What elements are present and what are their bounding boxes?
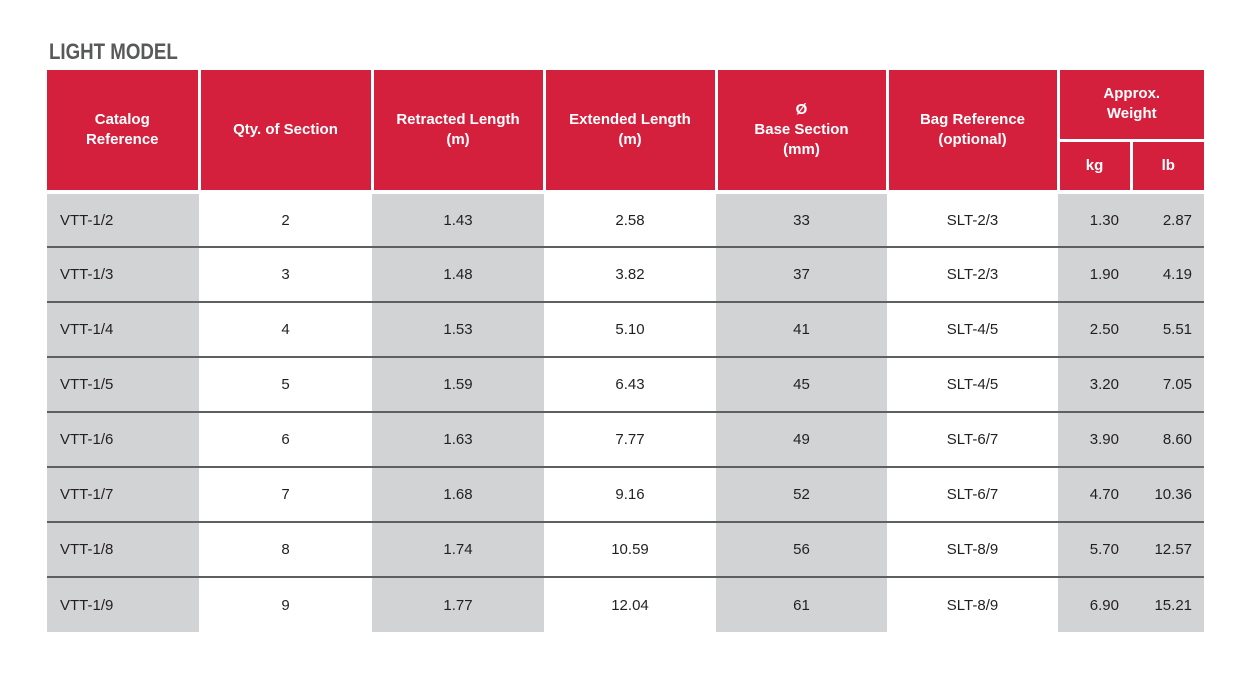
cell-bag-reference: SLT-4/5	[887, 301, 1058, 357]
page-title: LIGHT MODEL	[49, 39, 178, 64]
column-header-base-section: Ø Base Section (mm)	[716, 70, 889, 194]
cell-catalog-reference: VTT-1/2	[47, 192, 199, 247]
cell-extended-length: 7.77	[544, 411, 716, 467]
cell-weight-kg: 1.30	[1058, 192, 1131, 247]
cell-extended-length: 3.82	[544, 246, 716, 302]
cell-catalog-reference: VTT-1/8	[47, 521, 199, 577]
cell-qty-of-section: 9	[199, 576, 372, 632]
header-row-weight-units: kg lb	[47, 140, 1205, 194]
cell-catalog-reference: VTT-1/3	[47, 246, 199, 302]
cell-weight-lb: 12.57	[1131, 521, 1205, 577]
column-header-qty-of-section: Qty. of Section	[199, 70, 374, 194]
cell-retracted-length: 1.48	[372, 246, 544, 302]
cell-catalog-reference: VTT-1/6	[47, 411, 199, 467]
table-row: VTT-1/8 8 1.74 10.59 56 SLT-8/9 5.70 12.…	[47, 521, 1205, 577]
cell-bag-reference: SLT-2/3	[887, 192, 1058, 247]
cell-catalog-reference: VTT-1/4	[47, 301, 199, 357]
table-row: VTT-1/7 7 1.68 9.16 52 SLT-6/7 4.70 10.3…	[47, 466, 1205, 522]
cell-base-section: 52	[716, 466, 887, 522]
cell-base-section: 49	[716, 411, 887, 467]
cell-base-section: 56	[716, 521, 887, 577]
cell-retracted-length: 1.77	[372, 576, 544, 632]
cell-weight-lb: 2.87	[1131, 192, 1205, 247]
table-row: VTT-1/5 5 1.59 6.43 45 SLT-4/5 3.20 7.05	[47, 356, 1205, 412]
cell-weight-lb: 5.51	[1131, 301, 1205, 357]
cell-bag-reference: SLT-8/9	[887, 576, 1058, 632]
cell-bag-reference: SLT-6/7	[887, 411, 1058, 467]
table-row: VTT-1/4 4 1.53 5.10 41 SLT-4/5 2.50 5.51	[47, 301, 1205, 357]
cell-weight-kg: 5.70	[1058, 521, 1131, 577]
cell-base-section: 33	[716, 192, 887, 247]
column-header-retracted-length: Retracted Length (m)	[372, 70, 546, 194]
cell-qty-of-section: 8	[199, 521, 372, 577]
cell-retracted-length: 1.53	[372, 301, 544, 357]
cell-extended-length: 5.10	[544, 301, 716, 357]
table-header: Catalog Reference Qty. of Section Retrac…	[47, 70, 1205, 194]
cell-extended-length: 10.59	[544, 521, 716, 577]
cell-bag-reference: SLT-6/7	[887, 466, 1058, 522]
cell-weight-lb: 15.21	[1131, 576, 1205, 632]
column-header-catalog-reference: Catalog Reference	[47, 70, 201, 194]
cell-weight-kg: 6.90	[1058, 576, 1131, 632]
cell-weight-kg: 3.90	[1058, 411, 1131, 467]
light-model-spec-table: Catalog Reference Qty. of Section Retrac…	[47, 70, 1205, 632]
cell-weight-lb: 4.19	[1131, 246, 1205, 302]
column-header-bag-reference: Bag Reference (optional)	[887, 70, 1060, 194]
column-header-approx-weight: Approx. Weight	[1058, 70, 1205, 142]
cell-catalog-reference: VTT-1/9	[47, 576, 199, 632]
cell-bag-reference: SLT-4/5	[887, 356, 1058, 412]
table-body: VTT-1/2 2 1.43 2.58 33 SLT-2/3 1.30 2.87…	[47, 192, 1205, 632]
cell-extended-length: 9.16	[544, 466, 716, 522]
cell-base-section: 61	[716, 576, 887, 632]
cell-catalog-reference: VTT-1/5	[47, 356, 199, 412]
table-row: VTT-1/9 9 1.77 12.04 61 SLT-8/9 6.90 15.…	[47, 576, 1205, 632]
table-row: VTT-1/6 6 1.63 7.77 49 SLT-6/7 3.90 8.60	[47, 411, 1205, 467]
cell-qty-of-section: 5	[199, 356, 372, 412]
cell-base-section: 45	[716, 356, 887, 412]
cell-retracted-length: 1.59	[372, 356, 544, 412]
cell-qty-of-section: 4	[199, 301, 372, 357]
cell-base-section: 37	[716, 246, 887, 302]
cell-retracted-length: 1.63	[372, 411, 544, 467]
cell-qty-of-section: 7	[199, 466, 372, 522]
cell-retracted-length: 1.43	[372, 192, 544, 247]
cell-weight-kg: 1.90	[1058, 246, 1131, 302]
cell-extended-length: 2.58	[544, 192, 716, 247]
column-header-kg: kg	[1058, 140, 1133, 194]
cell-bag-reference: SLT-8/9	[887, 521, 1058, 577]
cell-weight-lb: 10.36	[1131, 466, 1205, 522]
cell-weight-lb: 7.05	[1131, 356, 1205, 412]
cell-weight-lb: 8.60	[1131, 411, 1205, 467]
cell-qty-of-section: 2	[199, 192, 372, 247]
column-header-lb: lb	[1131, 140, 1205, 194]
column-header-extended-length: Extended Length (m)	[544, 70, 718, 194]
cell-weight-kg: 3.20	[1058, 356, 1131, 412]
header-row-main: Catalog Reference Qty. of Section Retrac…	[47, 70, 1205, 194]
table-row: VTT-1/2 2 1.43 2.58 33 SLT-2/3 1.30 2.87	[47, 192, 1205, 247]
cell-retracted-length: 1.68	[372, 466, 544, 522]
cell-weight-kg: 2.50	[1058, 301, 1131, 357]
cell-weight-kg: 4.70	[1058, 466, 1131, 522]
cell-qty-of-section: 6	[199, 411, 372, 467]
cell-extended-length: 6.43	[544, 356, 716, 412]
cell-qty-of-section: 3	[199, 246, 372, 302]
cell-bag-reference: SLT-2/3	[887, 246, 1058, 302]
cell-base-section: 41	[716, 301, 887, 357]
table-row: VTT-1/3 3 1.48 3.82 37 SLT-2/3 1.90 4.19	[47, 246, 1205, 302]
cell-catalog-reference: VTT-1/7	[47, 466, 199, 522]
cell-retracted-length: 1.74	[372, 521, 544, 577]
cell-extended-length: 12.04	[544, 576, 716, 632]
